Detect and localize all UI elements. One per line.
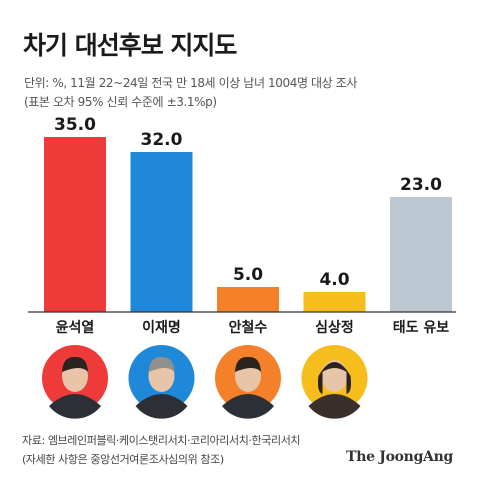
category-label: 이재명 (142, 319, 181, 336)
bar-5 (390, 197, 452, 312)
candidate-lee-photo (128, 345, 195, 419)
page-title: 차기 대선후보 지지도 (23, 31, 237, 60)
candidate-sim-photo (301, 345, 368, 419)
bar-value-label: 4.0 (319, 270, 349, 290)
subtitle-line-1: 단위: %, 11월 22~24일 전국 만 18세 이상 남녀 1004명 대… (24, 76, 357, 90)
category-label: 안철수 (229, 319, 268, 336)
source-line-2: (자세한 사항은 중앙선거여론조사심의위 참조) (22, 453, 224, 466)
bar-3 (217, 287, 279, 312)
category-label: 태도 유보 (393, 320, 450, 336)
category-label: 심상정 (315, 319, 354, 336)
subtitle-line-2: (표본 오차 95% 신뢰 수준에 ±3.1%p) (24, 95, 217, 109)
bar-value-label: 35.0 (54, 115, 96, 135)
category-label: 윤석열 (56, 319, 95, 336)
candidate-yoon-photo (42, 345, 108, 419)
bar-2 (130, 152, 193, 312)
bar-1 (44, 137, 106, 312)
bar-4 (303, 292, 366, 312)
bar-value-label: 5.0 (233, 265, 263, 285)
bar-value-label: 32.0 (141, 130, 183, 150)
source-line-1: 자료: 엠브레인퍼블릭·케이스탯리서치·코리아리서치·한국리서치 (22, 434, 301, 447)
brand-logo: The JoongAng (346, 449, 453, 465)
candidate-ahn-photo (215, 345, 281, 419)
bar-value-label: 23.0 (400, 175, 442, 195)
